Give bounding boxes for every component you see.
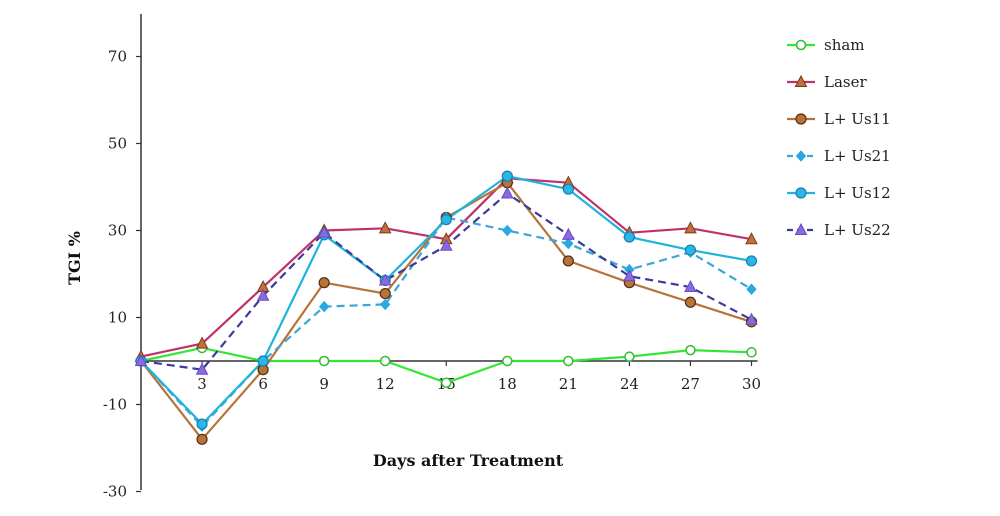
data-point-sham bbox=[502, 355, 513, 367]
data-point-l-us12 bbox=[745, 255, 758, 267]
data-point-l-us11 bbox=[318, 277, 330, 289]
series-markers bbox=[134, 170, 758, 445]
legend-marker-l-us12 bbox=[795, 187, 807, 199]
data-point-laser bbox=[378, 221, 392, 234]
data-point-l-us22 bbox=[195, 362, 209, 375]
data-point-l-us11 bbox=[684, 296, 697, 308]
legend: sham Laser L+ Us11 L+ Us21 L+ Us12 L+ Us22 bbox=[787, 36, 891, 239]
data-point-l-us21 bbox=[502, 224, 513, 237]
y-tick-label: 10 bbox=[108, 309, 127, 327]
data-point-sham bbox=[441, 377, 452, 388]
y-tick-label: 50 bbox=[108, 135, 127, 153]
legend-label-l-us11: L+ Us11 bbox=[824, 110, 891, 128]
data-point-l-us22 bbox=[317, 225, 331, 238]
x-tick-label: 12 bbox=[376, 375, 395, 393]
x-tick-label: 21 bbox=[559, 375, 578, 393]
data-point-l-us11 bbox=[379, 287, 391, 300]
y-tick-label: -10 bbox=[103, 396, 127, 414]
data-point-l-us22 bbox=[378, 273, 392, 286]
data-point-l-us11 bbox=[562, 255, 574, 267]
data-point-l-us22 bbox=[684, 279, 697, 293]
y-axis-title: TGI % bbox=[65, 231, 84, 285]
data-point-l-us22 bbox=[134, 353, 148, 366]
legend-label-l-us22: L+ Us22 bbox=[824, 221, 891, 239]
data-point-l-us12 bbox=[257, 355, 269, 367]
data-point-l-us12 bbox=[501, 170, 513, 182]
legend-label-sham: sham bbox=[824, 36, 865, 54]
y-tick-label: 30 bbox=[108, 222, 127, 240]
data-point-laser bbox=[195, 336, 209, 349]
legend-marker-l-us22 bbox=[794, 222, 808, 235]
data-point-l-us12 bbox=[623, 231, 636, 243]
data-point-l-us21 bbox=[563, 237, 574, 250]
legend-label-laser: Laser bbox=[824, 73, 867, 91]
data-point-l-us21 bbox=[380, 298, 391, 311]
y-tick-label: 70 bbox=[108, 48, 127, 66]
y-tick-label: -30 bbox=[103, 483, 127, 501]
data-point-sham bbox=[685, 344, 696, 356]
data-point-sham bbox=[379, 355, 391, 367]
legend-label-l-us21: L+ Us21 bbox=[824, 147, 891, 165]
data-point-l-us21 bbox=[746, 283, 757, 295]
data-point-sham bbox=[624, 351, 635, 362]
data-point-sham bbox=[318, 355, 330, 367]
x-axis-title: Days after Treatment bbox=[373, 451, 564, 470]
data-point-l-us22 bbox=[256, 288, 270, 301]
legend-marker-laser bbox=[794, 74, 808, 87]
data-point-l-us12 bbox=[440, 214, 452, 226]
x-axis-ticks: 36912151821242730 bbox=[197, 361, 761, 393]
series-line-laser bbox=[140, 177, 752, 358]
x-tick-label: 3 bbox=[197, 375, 207, 393]
x-tick-label: 6 bbox=[258, 375, 268, 393]
data-point-sham bbox=[746, 347, 757, 358]
data-point-l-us12 bbox=[196, 418, 208, 430]
x-tick-label: 18 bbox=[498, 375, 517, 393]
data-point-l-us22 bbox=[562, 227, 575, 240]
y-axis-ticks: 70 50 30 10 -10 -30 bbox=[103, 48, 141, 501]
legend-marker-sham bbox=[795, 39, 807, 51]
data-point-l-us12 bbox=[562, 183, 574, 195]
data-point-l-us11 bbox=[196, 433, 208, 445]
data-point-laser bbox=[684, 221, 697, 234]
legend-label-l-us12: L+ Us12 bbox=[824, 184, 891, 202]
data-point-l-us21 bbox=[318, 300, 330, 313]
data-point-l-us22 bbox=[745, 312, 758, 325]
x-tick-label: 27 bbox=[681, 375, 700, 393]
data-point-l-us12 bbox=[684, 244, 697, 256]
data-point-sham bbox=[563, 355, 574, 367]
legend-marker-l-us11 bbox=[795, 113, 807, 125]
legend-marker-l-us21 bbox=[795, 150, 807, 162]
data-point-l-us22 bbox=[623, 269, 636, 282]
x-tick-label: 9 bbox=[319, 375, 329, 393]
data-point-laser bbox=[745, 232, 758, 245]
axes bbox=[140, 14, 758, 490]
x-tick-label: 30 bbox=[742, 375, 761, 393]
data-point-l-us22 bbox=[439, 238, 453, 251]
data-point-l-us22 bbox=[500, 186, 514, 199]
x-tick-label: 24 bbox=[620, 375, 639, 393]
